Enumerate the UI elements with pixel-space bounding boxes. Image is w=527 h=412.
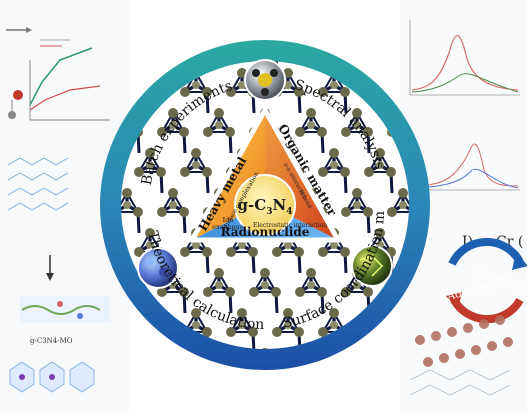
- electrostatic-label: Electrostatic interaction: [253, 222, 327, 229]
- left-panel-label: g-C3N4-MO: [30, 337, 73, 345]
- exchange-label: exchange: [212, 223, 244, 231]
- atom-model-icon: [245, 60, 285, 100]
- central-diagram: g-C3N4 Heavy metal Organic matter Radion…: [80, 0, 450, 412]
